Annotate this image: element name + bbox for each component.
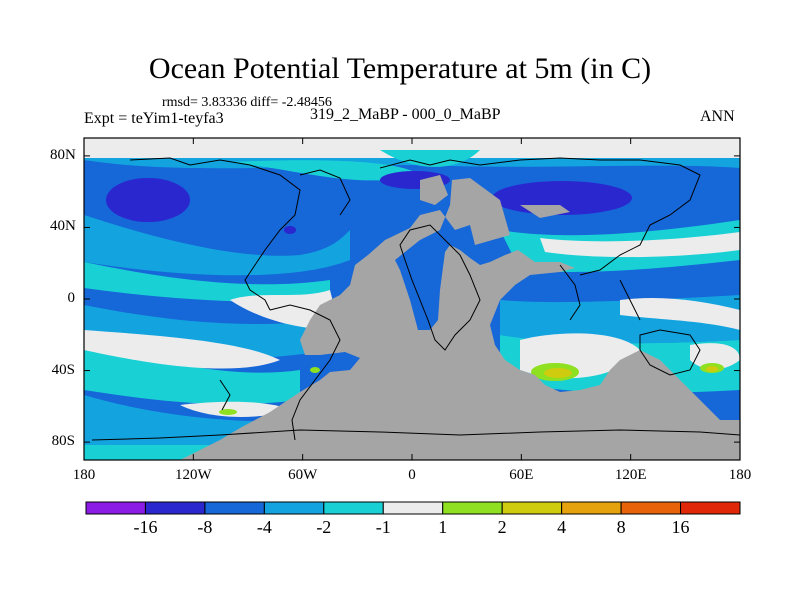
x-tick-label: 120W — [174, 467, 212, 483]
colorbar-label: -8 — [197, 517, 213, 537]
y-tick-label: 40N — [50, 218, 76, 235]
colorbar-segment — [204, 501, 265, 515]
x-tick-label: 60W — [288, 467, 318, 483]
x-tick-label: 0 — [408, 467, 416, 483]
colorbar-segment — [561, 501, 622, 515]
colorbar-segment — [442, 501, 503, 515]
x-tick-label: 180 — [72, 467, 96, 483]
colorbar-label: 2 — [497, 517, 507, 537]
colorbar-label: 16 — [671, 517, 690, 537]
colorbar-segment — [501, 501, 563, 515]
y-tick-label: 40S — [51, 361, 75, 378]
colorbar-segment — [680, 501, 741, 515]
colorbar-label: -4 — [256, 517, 272, 537]
map-title: Ocean Potential Temperature at 5m (in C) — [148, 52, 652, 85]
land-mass — [180, 178, 740, 460]
temperature-field — [84, 138, 740, 460]
x-tick-label: 120E — [614, 467, 647, 483]
colorbar-label: -2 — [316, 517, 332, 537]
colorbar-label: -1 — [375, 517, 391, 537]
colorbar-segment — [620, 501, 682, 515]
colorbar-label: 8 — [616, 517, 626, 537]
colorbar-label: -16 — [133, 517, 158, 537]
period-subtitle: 319_2_MaBP - 000_0_MaBP — [310, 106, 501, 123]
y-tick-label: 0 — [67, 290, 76, 306]
coastline-overlay — [91, 157, 740, 441]
y-tick-label: 80S — [51, 433, 75, 450]
colorbar — [85, 501, 741, 515]
x-tick-label: 180 — [728, 467, 752, 483]
x-tick-label: 60E — [509, 467, 534, 483]
colorbar-segment — [263, 501, 325, 515]
colorbar-label: 1 — [438, 517, 448, 537]
experiment-label: Expt = teYim1-teyfa3 — [84, 110, 224, 127]
axis-ticks — [83, 138, 741, 460]
y-tick-label: 80N — [50, 146, 76, 163]
colorbar-segment — [144, 501, 206, 515]
colorbar-label: 4 — [557, 517, 567, 537]
colorbar-segment — [323, 501, 384, 515]
colorbar-segment — [85, 501, 146, 515]
season-label: ANN — [700, 108, 735, 125]
colorbar-segment — [382, 501, 444, 515]
rmsd-diff-stats: rmsd= 3.83336 diff= -2.48456 — [162, 95, 332, 110]
